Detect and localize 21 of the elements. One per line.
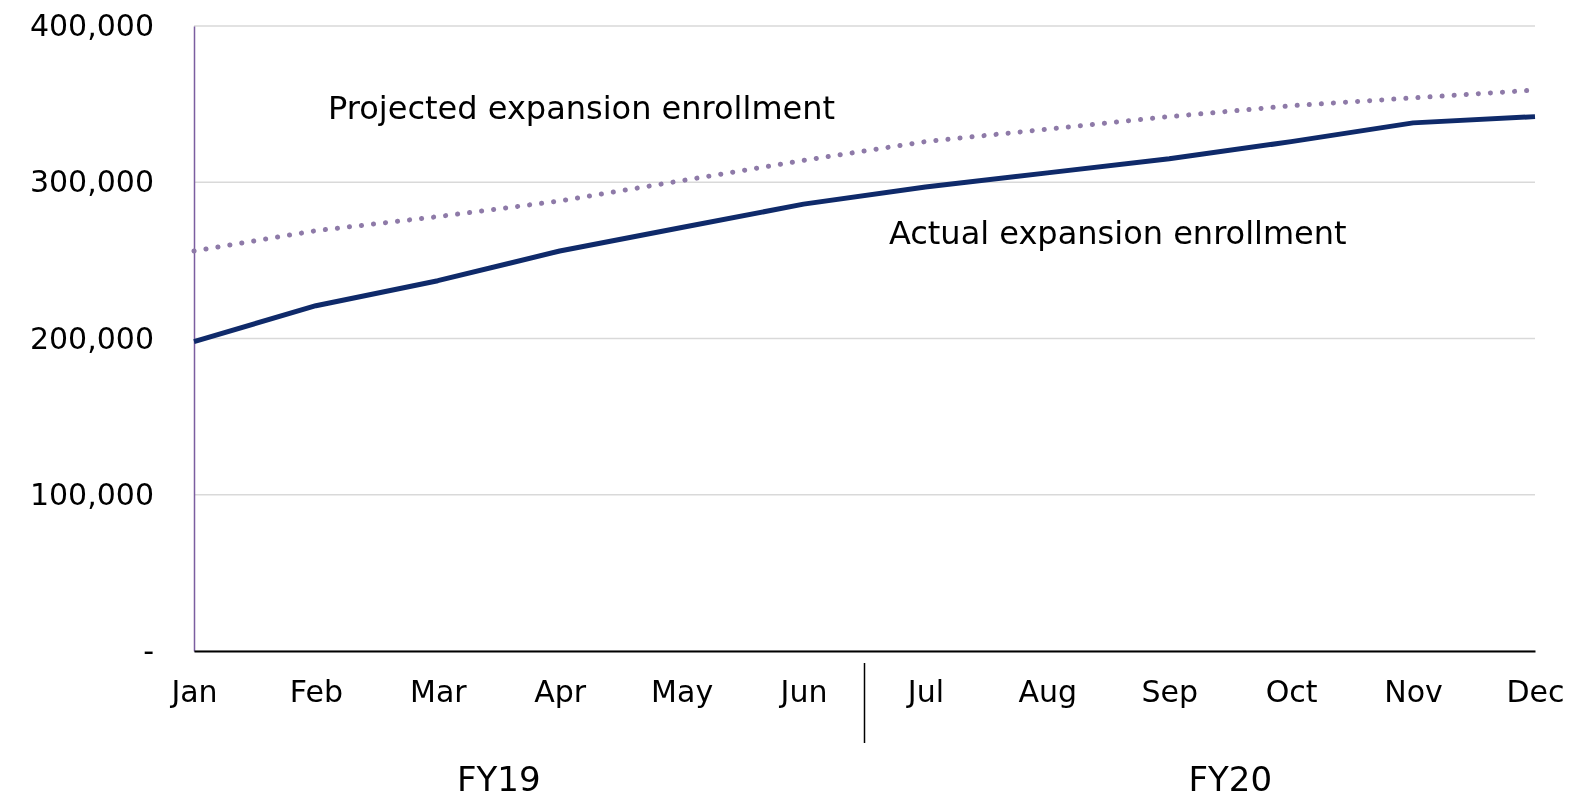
- x-tick-label: Jul: [905, 674, 945, 710]
- x-tick-label: Sep: [1141, 674, 1199, 710]
- x-tick-label: Feb: [289, 674, 343, 710]
- text: FY20: [1188, 759, 1273, 799]
- x-tick-label: May: [651, 674, 714, 710]
- x-tick-label: Dec: [1506, 674, 1565, 710]
- text: FY19: [456, 759, 541, 799]
- y-tick-label: 200,000: [29, 320, 154, 356]
- x-tick-label: Apr: [534, 674, 587, 710]
- y-tick-label: 100,000: [29, 476, 154, 512]
- x-tick-label: Jun: [778, 674, 828, 710]
- x-tick-label: Jan: [169, 674, 218, 710]
- y-tick-label: 300,000: [29, 164, 154, 200]
- series-label: Projected expansion enrollment: [328, 89, 836, 128]
- y-tick-label: -: [143, 633, 154, 669]
- x-tick-label: Aug: [1018, 674, 1078, 710]
- x-tick-label: Nov: [1384, 674, 1443, 710]
- y-tick-label: 400,000: [29, 8, 154, 44]
- x-tick-label: Mar: [410, 674, 468, 710]
- series-label: Actual expansion enrollment: [888, 214, 1347, 253]
- x-tick-label: Oct: [1265, 674, 1318, 710]
